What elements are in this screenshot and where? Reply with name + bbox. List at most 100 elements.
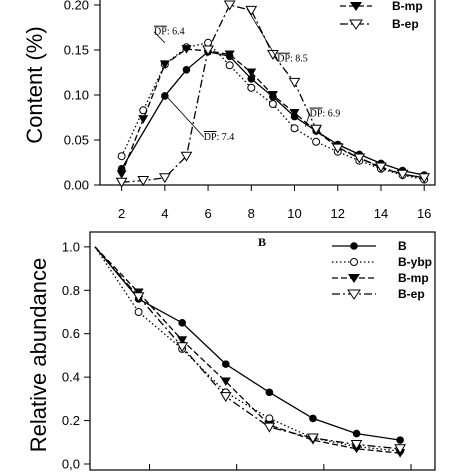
- annotation-dp: DP: 6.9: [310, 109, 341, 120]
- bottom-point-b-ep: [176, 342, 189, 353]
- bottom-y-tick-label: 0.6: [62, 326, 80, 341]
- annotation-leader: [153, 31, 166, 44]
- bottom-point-b-ep: [219, 392, 232, 403]
- bottom-point-b-ep: [350, 439, 363, 450]
- legend-label-b-mp: B-mp: [392, 0, 423, 13]
- bottom-point-b: [265, 388, 274, 397]
- annotation-dp: DP: 7.4: [204, 132, 235, 143]
- top-x-tick-label: 8: [248, 206, 255, 221]
- top-series-line-b: [121, 51, 425, 176]
- legend-label-b: B: [398, 239, 407, 253]
- top-x-tick-label: 10: [287, 206, 301, 221]
- top-legend: B-mp B-ep: [340, 0, 423, 31]
- bottom-legend: B B-ybp B-mp B-ep: [332, 239, 432, 301]
- bottom-series-line-b-mp: [94, 246, 401, 454]
- top-y-ticks: 0.00 0.05 0.10 0.15 0.20: [64, 0, 100, 193]
- bottom-y-tick-label: 0.2: [62, 413, 80, 428]
- top-point-b-ybp: [312, 137, 321, 146]
- top-x-tick-label: 16: [417, 206, 431, 221]
- top-x-tick-label: 14: [374, 206, 388, 221]
- top-x-ticks: 2 4 6 8 10 12 14 16: [118, 185, 431, 221]
- top-point-b-ep: [137, 176, 150, 186]
- annotation-leader: [246, 8, 278, 59]
- top-point-b-mp: [159, 60, 170, 69]
- top-x-tick-label: 4: [161, 206, 168, 221]
- bottom-point-b-ybp: [134, 308, 143, 316]
- bottom-point-b-ep: [307, 433, 319, 444]
- annotation-leader: [304, 113, 311, 127]
- top-point-b-ybp: [117, 152, 126, 161]
- top-plot-frame: [99, 0, 436, 186]
- top-point-b-ybp: [225, 61, 234, 70]
- top-point-b-ybp: [247, 83, 256, 92]
- top-series-group: [115, 0, 431, 188]
- bottom-y-tick-label: 1.0: [62, 239, 80, 254]
- bottom-point-b-ep: [394, 444, 407, 455]
- top-point-b-ep: [115, 177, 128, 188]
- bottom-y-tick-label: 0,0: [62, 457, 80, 472]
- top-x-tick-label: 2: [118, 206, 125, 221]
- legend-marker-b: [350, 242, 358, 250]
- annotation-leader: [166, 96, 205, 138]
- top-annotations: DP: 6.4 DP: 8.5 DP: 7.4 DP: 6.9: [153, 8, 341, 143]
- bottom-panel: B Relative abundance 0,00.20.40.60.81.0 …: [26, 231, 436, 472]
- bottom-y-tick-label: 0.8: [62, 283, 80, 298]
- top-point-b-ybp: [290, 124, 299, 133]
- bottom-point-b: [221, 360, 230, 368]
- legend-marker-b-ep-bottom: [347, 289, 361, 300]
- bottom-y-tick-label: 0.4: [62, 370, 80, 385]
- top-point-b-ep: [202, 45, 214, 56]
- bottom-series-line-b: [94, 246, 401, 441]
- bottom-x-ticks: [148, 464, 412, 470]
- top-y-tick-label: 0.20: [64, 0, 89, 13]
- bottom-y-ticks: 0,0 0.2 0.4 0.6 0.8 1.0: [62, 239, 90, 472]
- top-ylabel: Content (%): [22, 26, 47, 143]
- top-point-b: [161, 92, 169, 100]
- top-point-b-mp: [224, 50, 235, 59]
- top-point-b-mp: [138, 115, 149, 124]
- top-point-b-mp: [246, 68, 257, 77]
- top-y-tick-label: 0.15: [64, 43, 89, 58]
- top-point-b-ep: [288, 77, 301, 88]
- top-x-tick-label: 6: [204, 206, 211, 221]
- top-y-tick-label: 0.10: [64, 88, 89, 103]
- top-point-b-ep: [180, 151, 193, 162]
- top-point-b: [247, 75, 256, 83]
- annotation-dp: DP: 6.4: [154, 27, 185, 38]
- bottom-plot-frame: [89, 231, 436, 471]
- top-point-b-mp: [289, 109, 300, 118]
- top-point-b: [182, 66, 191, 74]
- top-series-line-b-mp: [121, 48, 425, 179]
- top-point-b-mp: [181, 45, 192, 54]
- legend-marker-b-mp-bottom: [348, 274, 360, 283]
- top-y-tick-label: 0.00: [64, 178, 89, 193]
- legend-label-b-mp-bottom: B-mp: [398, 271, 429, 285]
- bottom-point-b: [352, 429, 361, 438]
- bottom-series-line-b-ep: [94, 246, 401, 450]
- panel-label-b: B: [258, 235, 266, 249]
- bottom-series-group: [94, 246, 407, 458]
- bottom-point-b-mp: [177, 336, 188, 345]
- bottom-point-b-mp: [220, 377, 231, 386]
- top-x-tick-label: 12: [331, 206, 345, 221]
- bottom-series-line-b-ybp: [94, 246, 401, 452]
- legend-label-b-ep-bottom: B-ep: [398, 287, 425, 301]
- bottom-ylabel: Relative abundance: [26, 258, 51, 452]
- annotation-dp: DP: 8.5: [277, 54, 308, 65]
- bottom-point-b-ybp: [265, 414, 274, 423]
- legend-marker-b-mp: [350, 2, 362, 11]
- bottom-point-b-ep: [263, 422, 276, 433]
- top-point-b-ep: [267, 50, 279, 60]
- bottom-point-b: [396, 436, 404, 444]
- bottom-point-b: [309, 414, 317, 423]
- top-point-b-ep: [223, 0, 236, 11]
- top-point-b-ep: [158, 173, 171, 184]
- legend-label-b-ybp: B-ybp: [398, 255, 432, 269]
- top-point-b-ep: [331, 143, 344, 154]
- top-point-b-ep: [375, 162, 387, 173]
- legend-label-b-ep: B-ep: [392, 17, 419, 31]
- top-point-b-ep: [310, 124, 323, 135]
- top-series-line-b-ep: [121, 4, 425, 183]
- legend-marker-b-ybp: [350, 258, 358, 266]
